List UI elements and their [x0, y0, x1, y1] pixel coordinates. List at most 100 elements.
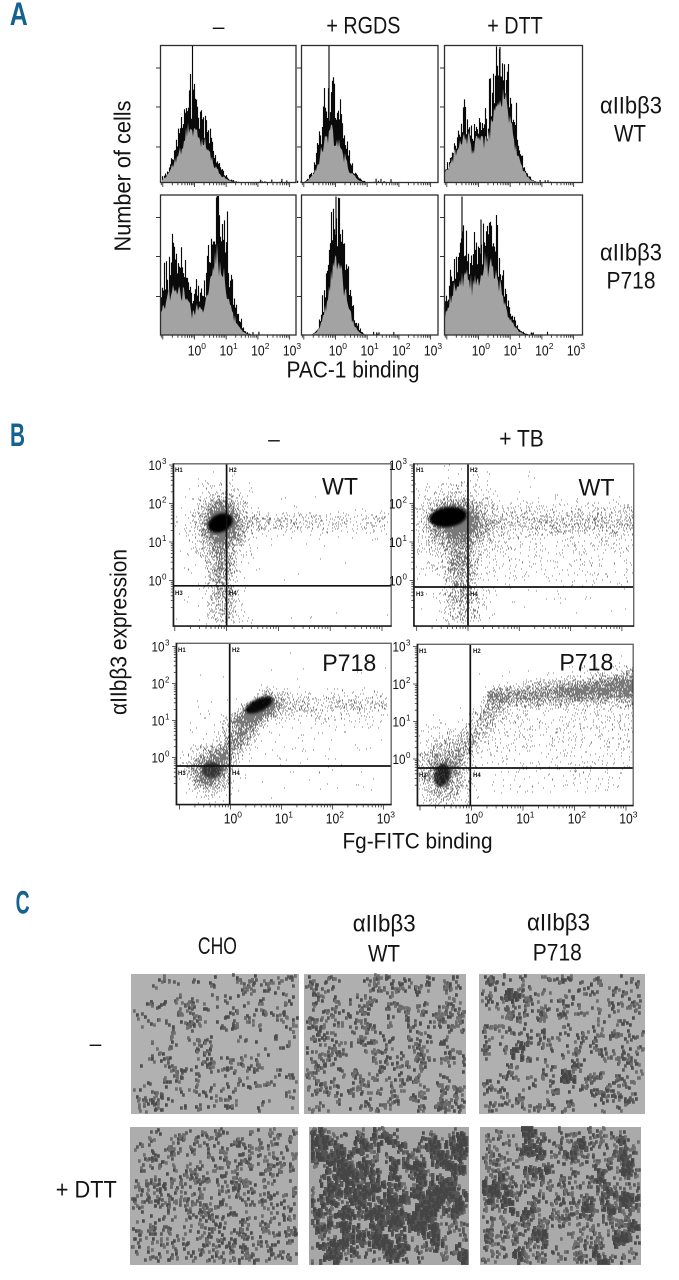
svg-text:H2: H2	[473, 649, 481, 655]
svg-text:10: 10	[389, 457, 402, 473]
svg-text:Number of cells: Number of cells	[110, 101, 136, 252]
svg-text:P718: P718	[607, 267, 656, 294]
svg-text:10: 10	[329, 342, 343, 359]
svg-text:0: 0	[342, 341, 347, 351]
svg-text:10: 10	[472, 342, 486, 359]
svg-text:+ TB: + TB	[499, 425, 544, 452]
svg-text:10: 10	[152, 638, 165, 654]
svg-text:0: 0	[403, 572, 408, 581]
svg-text:0: 0	[478, 809, 483, 819]
svg-text:3: 3	[403, 457, 408, 466]
svg-text:10: 10	[389, 495, 402, 511]
svg-text:10: 10	[567, 342, 581, 359]
svg-text:3: 3	[633, 809, 638, 819]
svg-text:10: 10	[568, 811, 582, 828]
svg-text:0: 0	[237, 809, 242, 819]
svg-text:0: 0	[406, 751, 411, 760]
svg-text:10: 10	[360, 342, 374, 359]
svg-text:1: 1	[162, 534, 167, 543]
svg-text:0: 0	[162, 572, 167, 581]
svg-text:3: 3	[390, 809, 395, 819]
svg-text:0: 0	[165, 749, 170, 758]
svg-text:2: 2	[165, 675, 170, 684]
svg-text:αIIbβ3 expression: αIIbβ3 expression	[106, 549, 132, 715]
svg-text:–: –	[90, 1032, 102, 1055]
svg-text:B: B	[10, 417, 25, 453]
svg-text:10: 10	[188, 342, 202, 359]
svg-text:10: 10	[393, 713, 406, 729]
svg-text:1: 1	[530, 809, 535, 819]
svg-text:10: 10	[283, 342, 297, 359]
svg-text:H4: H4	[229, 591, 237, 597]
svg-text:10: 10	[224, 811, 238, 828]
svg-text:10: 10	[619, 811, 633, 828]
svg-text:10: 10	[393, 751, 406, 767]
svg-text:2: 2	[549, 341, 554, 351]
svg-text:10: 10	[149, 457, 162, 473]
svg-text:H4: H4	[232, 771, 240, 777]
svg-text:WT: WT	[322, 474, 358, 501]
svg-text:WT: WT	[368, 941, 400, 968]
svg-text:αIIbβ3: αIIbβ3	[527, 910, 590, 937]
svg-text:Fg-FITC binding: Fg-FITC binding	[343, 828, 493, 853]
svg-text:1: 1	[374, 341, 379, 351]
svg-text:2: 2	[162, 495, 167, 504]
svg-text:10: 10	[152, 675, 165, 691]
svg-text:10: 10	[326, 811, 340, 828]
svg-text:10: 10	[465, 811, 479, 828]
svg-text:10: 10	[393, 638, 406, 654]
svg-text:PAC-1 binding: PAC-1 binding	[287, 357, 420, 383]
svg-text:10: 10	[149, 534, 162, 550]
svg-text:H1: H1	[416, 468, 424, 474]
svg-text:2: 2	[265, 341, 270, 351]
svg-text:+ RGDS: + RGDS	[326, 13, 400, 40]
svg-text:10: 10	[516, 811, 530, 828]
svg-text:0: 0	[201, 341, 206, 351]
svg-text:3: 3	[406, 638, 411, 647]
svg-text:H3: H3	[416, 592, 424, 598]
svg-text:10: 10	[389, 534, 402, 550]
svg-text:1: 1	[233, 341, 238, 351]
svg-text:10: 10	[219, 342, 233, 359]
svg-text:CHO: CHO	[198, 933, 237, 960]
svg-text:H3: H3	[175, 591, 183, 597]
svg-text:3: 3	[296, 341, 301, 351]
svg-text:1: 1	[288, 809, 293, 819]
svg-text:10: 10	[503, 342, 517, 359]
svg-text:H4: H4	[473, 773, 481, 779]
svg-text:H2: H2	[232, 648, 240, 654]
svg-text:H4: H4	[470, 592, 478, 598]
svg-text:1: 1	[165, 712, 170, 721]
svg-text:3: 3	[580, 341, 585, 351]
svg-text:H1: H1	[178, 648, 186, 654]
svg-text:3: 3	[437, 341, 442, 351]
svg-text:10: 10	[377, 811, 391, 828]
svg-text:2: 2	[403, 495, 408, 504]
svg-text:H3: H3	[419, 773, 427, 779]
svg-text:10: 10	[393, 676, 406, 692]
svg-text:P718: P718	[322, 650, 376, 677]
svg-text:10: 10	[275, 811, 289, 828]
svg-text:3: 3	[162, 457, 167, 466]
svg-text:αIIbβ3: αIIbβ3	[600, 240, 662, 267]
svg-text:H1: H1	[175, 468, 183, 474]
svg-text:H2: H2	[470, 468, 478, 474]
svg-text:1: 1	[403, 534, 408, 543]
svg-text:10: 10	[149, 495, 162, 511]
svg-text:H2: H2	[229, 468, 237, 474]
svg-text:P718: P718	[559, 650, 613, 677]
svg-text:10: 10	[152, 712, 165, 728]
svg-text:+ DTT: + DTT	[487, 13, 543, 40]
svg-text:+ DTT: + DTT	[56, 1177, 117, 1204]
svg-text:2: 2	[406, 341, 411, 351]
svg-text:αIIbβ3: αIIbβ3	[600, 93, 662, 120]
svg-text:C: C	[16, 885, 30, 921]
svg-text:10: 10	[535, 342, 549, 359]
svg-text:WT: WT	[614, 120, 646, 147]
svg-text:–: –	[268, 428, 280, 451]
svg-text:10: 10	[392, 342, 406, 359]
svg-text:1: 1	[517, 341, 522, 351]
svg-text:WT: WT	[579, 475, 615, 502]
svg-text:H1: H1	[419, 649, 427, 655]
svg-text:αIIbβ3: αIIbβ3	[353, 911, 416, 938]
